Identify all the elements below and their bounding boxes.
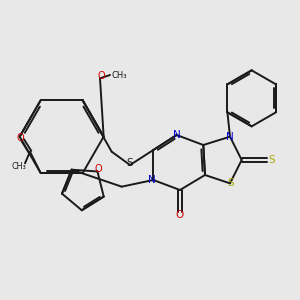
- Text: O: O: [95, 164, 102, 175]
- Text: O: O: [176, 210, 184, 220]
- Text: S: S: [268, 155, 275, 165]
- Text: S: S: [228, 178, 234, 188]
- Text: N: N: [173, 130, 181, 140]
- Text: O: O: [97, 71, 105, 81]
- Text: N: N: [226, 132, 234, 142]
- Text: S: S: [127, 158, 133, 168]
- Text: CH₃: CH₃: [111, 70, 127, 80]
- Text: O: O: [17, 133, 25, 143]
- Text: N: N: [148, 175, 156, 185]
- Text: CH₃: CH₃: [12, 162, 26, 171]
